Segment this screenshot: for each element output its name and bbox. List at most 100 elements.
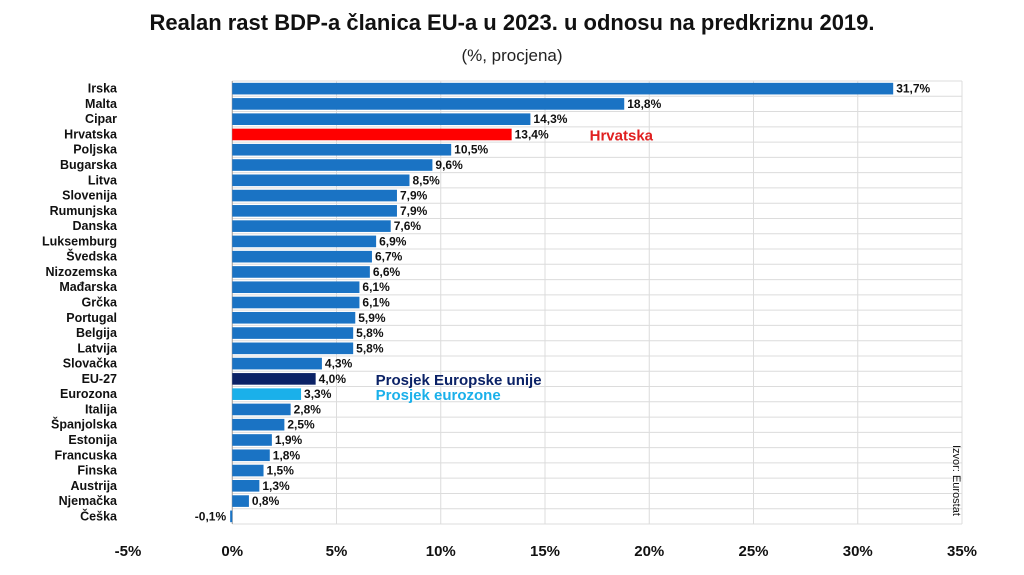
bar (232, 464, 264, 477)
category-label: Španjolska (51, 417, 118, 432)
value-label: 7,9% (400, 204, 428, 218)
bar (232, 449, 270, 462)
category-label: Češka (80, 508, 118, 523)
bar (232, 281, 360, 294)
bar (232, 480, 260, 492)
value-label: 10,5% (454, 143, 488, 157)
annotation-label: Hrvatska (590, 127, 654, 144)
bar (232, 220, 391, 232)
category-label: Slovačka (63, 357, 118, 371)
category-label: Njemačka (59, 494, 118, 508)
category-label: Portugal (66, 311, 117, 325)
bar (232, 434, 272, 446)
value-label: -0,1% (195, 509, 227, 523)
bar (232, 98, 625, 110)
category-label: Rumunjska (50, 204, 118, 218)
x-tick-label: 30% (843, 543, 873, 560)
value-label: 5,9% (358, 311, 386, 325)
value-label: 6,9% (379, 234, 407, 248)
value-label: 8,5% (412, 173, 440, 187)
value-label: 1,3% (262, 479, 290, 493)
source-note: Izvor: Eurostat (950, 445, 962, 516)
bar (232, 159, 433, 171)
x-tick-label: 25% (738, 543, 768, 560)
x-tick-label: 0% (221, 543, 243, 560)
annotation-label: Prosjek eurozone (376, 387, 501, 404)
category-label: Finska (77, 464, 118, 478)
chart-subtitle: (%, procjena) (461, 46, 563, 65)
bar (232, 388, 302, 400)
category-label: Cipar (85, 112, 117, 126)
value-label: 2,5% (287, 418, 315, 432)
value-label: 5,8% (356, 341, 384, 355)
x-tick-label: -5% (115, 543, 142, 560)
category-label: Hrvatska (64, 127, 118, 141)
bar (232, 250, 372, 263)
x-tick-label: 10% (426, 543, 456, 560)
chart-title: Realan rast BDP-a članica EU-a u 2023. u… (149, 10, 875, 35)
bar (232, 128, 512, 141)
bar (232, 403, 291, 416)
annotation-label: Prosjek Europske unije (376, 372, 542, 389)
value-label: 6,1% (362, 296, 390, 310)
value-label: 6,7% (375, 250, 403, 264)
value-label: 9,6% (435, 158, 463, 172)
category-label: Francuska (54, 448, 118, 462)
bar (232, 205, 397, 217)
category-label: Mađarska (59, 280, 118, 294)
value-label: 1,5% (267, 464, 295, 478)
category-label: Italija (85, 402, 118, 416)
bar (232, 311, 356, 324)
bar (232, 495, 249, 507)
category-label: Estonija (68, 433, 118, 447)
bar (232, 235, 377, 248)
x-tick-label: 15% (530, 543, 560, 560)
category-label: Litva (88, 173, 118, 187)
bar (232, 113, 531, 125)
category-label: Slovenija (62, 189, 118, 203)
value-label: 7,9% (400, 189, 428, 203)
value-label: 7,6% (394, 219, 422, 233)
category-label: Eurozona (60, 387, 118, 401)
x-tick-label: 5% (326, 543, 348, 560)
category-label: Danska (73, 219, 119, 233)
value-label: 4,0% (319, 372, 347, 386)
value-label: 2,8% (294, 402, 322, 416)
category-label: Malta (85, 97, 118, 111)
value-label: 0,8% (252, 494, 280, 508)
category-label: Irska (88, 82, 118, 96)
category-label: Nizozemska (45, 265, 118, 279)
value-label: 13,4% (515, 127, 549, 141)
value-label: 1,8% (273, 448, 301, 462)
bar (232, 357, 322, 370)
bar (232, 373, 316, 385)
value-label: 4,3% (325, 357, 353, 371)
value-label: 3,3% (304, 387, 332, 401)
bar (232, 342, 354, 355)
value-label: 1,9% (275, 433, 303, 447)
bar (232, 189, 397, 202)
category-label: Bugarska (60, 158, 118, 172)
category-label: Luksemburg (42, 234, 117, 248)
value-label: 5,8% (356, 326, 384, 340)
x-tick-label: 20% (634, 543, 664, 560)
bar (232, 82, 894, 95)
category-label: Latvija (77, 341, 118, 355)
value-label: 6,1% (362, 280, 390, 294)
x-tick-label: 35% (947, 543, 977, 560)
value-label: 31,7% (896, 82, 930, 96)
value-label: 18,8% (627, 97, 661, 111)
value-label: 6,6% (373, 265, 401, 279)
category-label: Belgija (76, 326, 118, 340)
category-label: EU-27 (82, 372, 117, 386)
value-label: 14,3% (533, 112, 567, 126)
category-label: Grčka (82, 296, 118, 310)
bar (232, 327, 354, 339)
bar (232, 174, 410, 187)
bar (232, 418, 285, 431)
bar (232, 143, 452, 156)
category-label: Poljska (73, 143, 118, 157)
category-label: Švedska (66, 249, 118, 264)
